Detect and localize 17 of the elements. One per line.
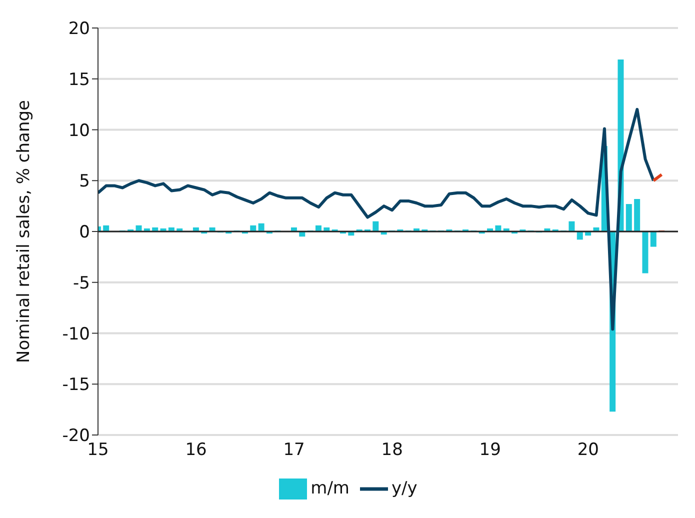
x-tick-label: 20 [577,440,599,460]
y-tick-label: 0 [79,222,90,243]
y-tick-label: 20 [68,19,90,40]
y-axis-title: Nominal retail sales, % change [14,100,34,363]
y-tick-label: -20 [62,426,90,446]
y-tick-label: -15 [62,375,90,396]
y-tick-label: 10 [68,120,90,141]
y-tick-label: 5 [79,172,90,192]
y-tick-label: -5 [73,273,90,294]
y-tick-label: -10 [62,324,90,344]
x-tick-label: 16 [185,440,207,460]
x-tick-label: 18 [381,440,403,460]
y-tick-label: 15 [68,70,90,90]
legend-label: y/y [392,478,418,499]
x-tick-label: 17 [283,440,305,460]
legend-label: m/m [310,478,350,499]
x-tick-label: 19 [479,440,501,460]
